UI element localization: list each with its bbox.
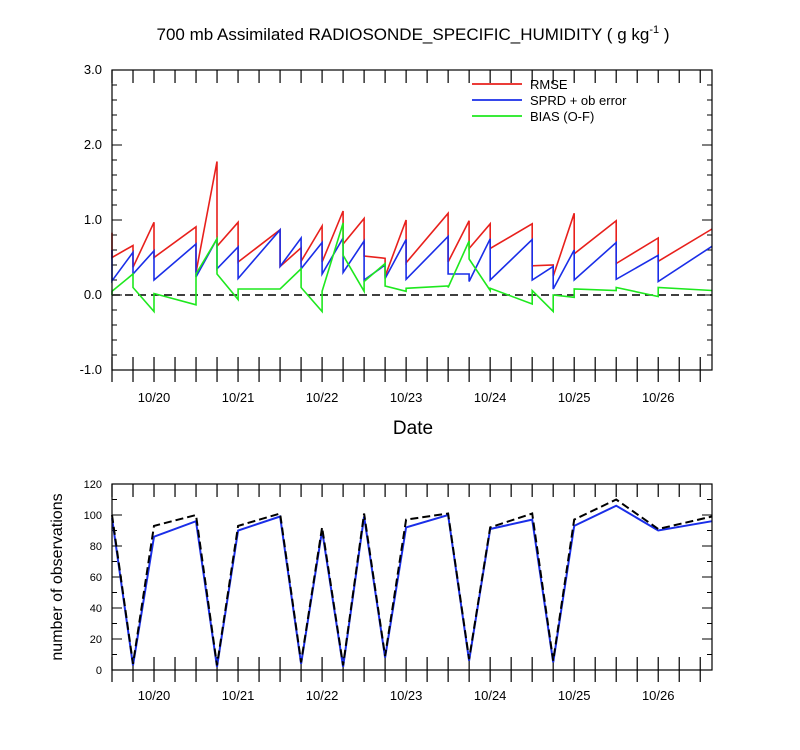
x-axis-label: Date [393, 418, 433, 439]
series-line-assimilated [111, 504, 713, 668]
x-tick-label: 10/20 [138, 390, 171, 405]
x-tick-label: 10/23 [390, 390, 423, 405]
bottom-plot-frame [111, 483, 713, 671]
y-tick-label: 1.0 [84, 212, 102, 227]
chart-title-exponent: -1 [649, 24, 659, 36]
legend-label-2: BIAS (O-F) [530, 109, 594, 124]
x-tick-label: 10/22 [306, 390, 339, 405]
top-axes: -1.0 0.0 1.0 2.0 3.0 10/20 10/21 10/22 10/23 10/2… [80, 62, 712, 405]
y-tick-label: -1.0 [80, 362, 102, 377]
chart-title-main: 700 mb Assimilated RADIOSONDE_SPECIFIC_H… [157, 25, 650, 44]
x-tick-label: 10/21 [222, 688, 255, 703]
y-tick-label: 100 [84, 510, 102, 522]
bottom-axes: 0 20 40 60 80 100 120 10/20 10/21 10/22 10/23 10/24… [84, 479, 712, 703]
y-tick-label: 2.0 [84, 137, 102, 152]
x-tick-label: 10/25 [558, 688, 591, 703]
series-line-possible [111, 498, 713, 666]
y-tick-label: 3.0 [84, 62, 102, 77]
legend-label-0: RMSE [530, 77, 568, 92]
x-tick-label: 10/22 [306, 688, 339, 703]
bottom-panel: 0 20 40 60 80 100 120 10/20 10/21 10/22 10/23 10/24… [49, 479, 713, 703]
x-tick-label: 10/24 [474, 390, 507, 405]
y-axis-label-observations: number of observations [49, 493, 66, 660]
y-tick-label: 120 [84, 479, 102, 491]
y-tick-label: 0.0 [84, 287, 102, 302]
x-tick-label: 10/23 [390, 688, 423, 703]
y-tick-label: 0 [96, 665, 102, 677]
legend-label-1: SPRD + ob error [530, 93, 627, 108]
x-tick-label: 10/20 [138, 688, 171, 703]
y-tick-label: 80 [90, 541, 102, 553]
x-tick-label: 10/21 [222, 390, 255, 405]
x-tick-label: 10/26 [642, 688, 675, 703]
x-tick-label: 10/24 [474, 688, 507, 703]
series-line-bias-o-f [111, 222, 713, 314]
top-plot-frame [111, 69, 713, 371]
y-tick-label: 20 [90, 634, 102, 646]
chart-title-tail: ) [659, 25, 669, 44]
bottom-series [111, 498, 713, 668]
top-panel: 700 mb Assimilated RADIOSONDE_SPECIFIC_H… [80, 24, 713, 439]
y-tick-label: 60 [90, 572, 102, 584]
top-series [111, 161, 713, 314]
y-tick-label: 40 [90, 603, 102, 615]
chart-title: 700 mb Assimilated RADIOSONDE_SPECIFIC_H… [157, 24, 670, 44]
series-line-rmse [111, 161, 713, 277]
x-tick-label: 10/25 [558, 390, 591, 405]
x-tick-label: 10/26 [642, 390, 675, 405]
